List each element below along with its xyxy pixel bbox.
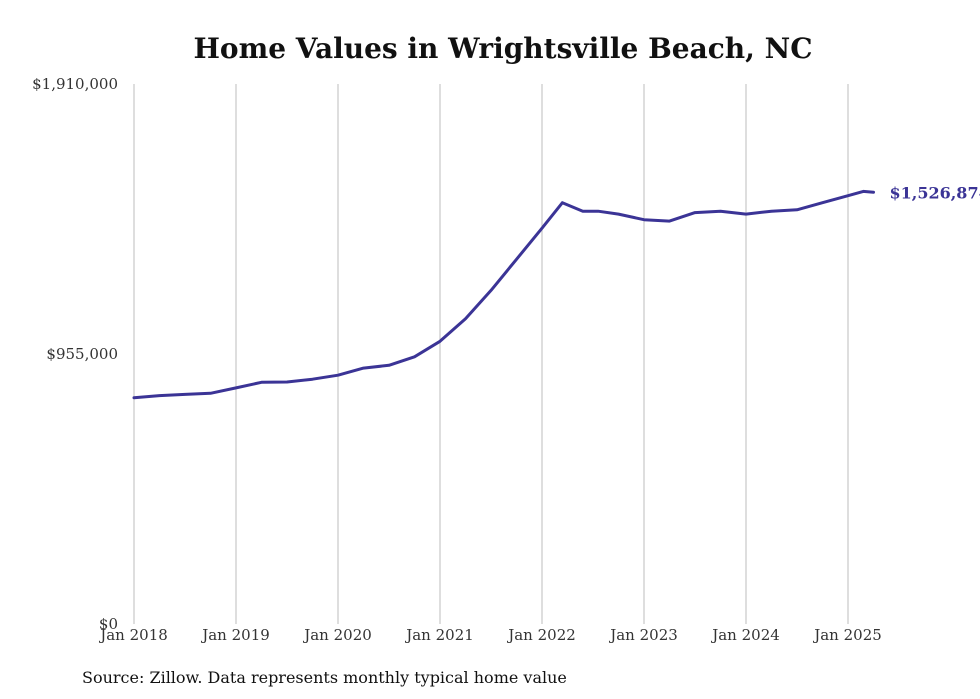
x-axis-ticks: Jan 2018 Jan 2019 Jan 2020 Jan 2021 Jan 2022…: [98, 626, 882, 644]
y-tick-label: $0: [99, 615, 118, 633]
end-value-label: $1,526,874: [890, 183, 980, 202]
gridlines: [133, 84, 849, 624]
x-tick-label: Jan 2025: [812, 626, 882, 644]
x-tick-label: Jan 2024: [710, 626, 780, 644]
x-tick-label: Jan 2020: [302, 626, 372, 644]
x-tick-label: Jan 2019: [200, 626, 270, 644]
x-tick-label: Jan 2023: [608, 626, 678, 644]
y-tick-label: $955,000: [46, 345, 118, 363]
source-note: Source: Zillow. Data represents monthly …: [82, 668, 567, 687]
chart-title: Home Values in Wrightsville Beach, NC: [193, 32, 812, 65]
home-value-series-line: [132, 189, 875, 400]
x-tick-label: Jan 2018: [98, 626, 168, 644]
y-tick-label: $1,910,000: [32, 75, 118, 93]
y-axis-ticks: $1,910,000 $955,000 $0: [32, 75, 118, 633]
x-tick-label: Jan 2022: [506, 626, 576, 644]
x-tick-label: Jan 2021: [404, 626, 474, 644]
